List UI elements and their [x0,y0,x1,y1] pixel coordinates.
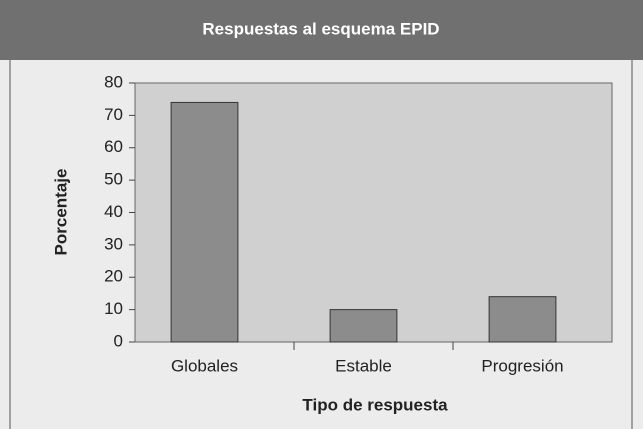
x-axis-title: Tipo de respuesta [302,395,448,414]
y-tick-label: 70 [104,105,123,124]
chart-title: Respuestas al esquema EPID [202,19,439,38]
bar [488,296,557,343]
x-tick-label: Progresión [481,356,563,375]
y-tick-label: 20 [104,267,123,286]
bar [170,101,239,343]
y-tick-label: 80 [104,72,123,91]
y-tick-label: 30 [104,234,123,253]
y-tick-label: 10 [104,299,123,318]
title-bar [0,0,643,60]
y-axis-title: Porcentaje [51,169,70,256]
y-tick-label: 0 [114,331,123,350]
x-tick-label: Globales [171,356,238,375]
y-tick-label: 50 [104,170,123,189]
x-tick-label: Estable [335,356,392,375]
y-tick-label: 40 [104,202,123,221]
y-tick-label: 60 [104,137,123,156]
bar [329,309,398,343]
